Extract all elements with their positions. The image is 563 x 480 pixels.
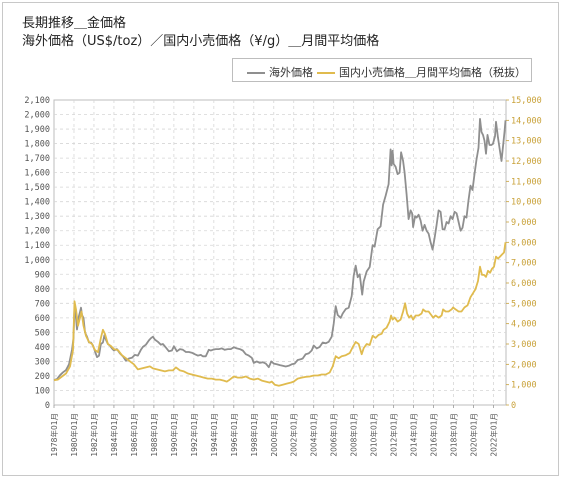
y-right-tick-label: 6,000 — [511, 279, 537, 289]
chart-subtitle: 海外価格（US$/toz）／国内小売価格（¥/g）＿月間平均価格 — [22, 34, 380, 49]
x-tick-label: 1998年01月 — [249, 413, 259, 457]
y-left-tick-label: 1,900 — [24, 125, 50, 135]
y-right-tick-label: 1,000 — [511, 381, 537, 391]
y-left-tick-label: 500 — [35, 328, 50, 338]
y-right-tick-label: 9,000 — [511, 218, 537, 228]
x-tick-label: 2012年01月 — [389, 413, 399, 457]
y-right-tick-label: 13,000 — [511, 137, 542, 147]
y-left-tick-label: 1,400 — [24, 198, 50, 208]
x-tick-label: 1986年01月 — [129, 413, 139, 457]
x-tick-label: 2016年01月 — [429, 413, 439, 457]
y-left-tick-label: 1,500 — [24, 183, 50, 193]
legend: 海外価格 国内小売価格＿月間平均価格（税抜） — [232, 58, 532, 82]
x-tick-label: 2014年01月 — [409, 413, 419, 457]
series-line-domestic — [53, 242, 507, 387]
y-right-tick-label: 10,000 — [511, 198, 542, 208]
x-tick-label: 2002年01月 — [289, 413, 299, 457]
y-right-tick-label: 3,000 — [511, 340, 537, 350]
y-left-tick-label: 1,300 — [24, 212, 50, 222]
x-tick-label: 1988年01月 — [149, 413, 159, 457]
y-right-tick-label: 2,000 — [511, 360, 537, 370]
y-left-tick-label: 1,100 — [24, 241, 50, 251]
y-left-tick-label: 100 — [35, 386, 50, 396]
y-right-tick-label: 4,000 — [511, 320, 537, 330]
x-tick-label: 1990年01月 — [169, 413, 179, 457]
x-tick-label: 2004年01月 — [309, 413, 319, 457]
x-tick-label: 1996年01月 — [229, 413, 239, 457]
y-right-tick-label: 12,000 — [511, 157, 542, 167]
legend-label-domestic: 国内小売価格＿月間平均価格（税抜） — [339, 66, 526, 79]
y-right-tick-label: 15,000 — [511, 96, 542, 106]
y-left-tick-label: 0 — [45, 401, 50, 411]
y-left-tick-label: 1,800 — [24, 140, 50, 150]
y-right-tick-label: 14,000 — [511, 116, 542, 126]
plot-area — [53, 99, 507, 406]
x-tick-label: 2008年01月 — [349, 413, 359, 457]
y-right-tick-label: 0 — [511, 401, 516, 411]
y-left-tick-label: 200 — [35, 372, 50, 382]
y-right-tick-label: 5,000 — [511, 299, 537, 309]
x-tick-label: 2020年01月 — [469, 413, 479, 457]
x-tick-label: 1978年01月 — [49, 413, 59, 457]
x-tick-label: 1994年01月 — [209, 413, 219, 457]
y-left-tick-label: 1,200 — [24, 227, 50, 237]
x-tick-label: 2018年01月 — [449, 413, 459, 457]
y-left-tick-label: 700 — [35, 299, 50, 309]
legend-swatch-domestic — [317, 72, 335, 74]
legend-swatch-overseas — [247, 72, 265, 74]
x-tick-label: 1982年01月 — [89, 413, 99, 457]
legend-label-overseas: 海外価格 — [269, 66, 313, 79]
y-left-tick-label: 400 — [35, 343, 50, 353]
y-left-tick-label: 2,000 — [24, 111, 50, 121]
y-left-tick-label: 600 — [35, 314, 50, 324]
y-left-tick-label: 900 — [35, 270, 50, 280]
y-left-tick-label: 300 — [35, 357, 50, 367]
x-tick-label: 2006年01月 — [329, 413, 339, 457]
y-right-tick-label: 7,000 — [511, 259, 537, 269]
y-left-tick-label: 1,600 — [24, 169, 50, 179]
y-left-tick-label: 1,700 — [24, 154, 50, 164]
x-tick-label: 1984年01月 — [109, 413, 119, 457]
legend-item-overseas: 海外価格 — [247, 64, 313, 80]
x-tick-label: 2010年01月 — [369, 413, 379, 457]
x-tick-label: 1980年01月 — [69, 413, 79, 457]
x-tick-label: 2000年01月 — [269, 413, 279, 457]
y-right-tick-label: 8,000 — [511, 238, 537, 248]
y-left-tick-label: 800 — [35, 285, 50, 295]
y-left-tick-label: 1,000 — [24, 256, 50, 266]
y-left-tick-label: 2,100 — [24, 96, 50, 106]
legend-item-domestic: 国内小売価格＿月間平均価格（税抜） — [317, 64, 526, 80]
x-tick-label: 2022年01月 — [489, 413, 499, 457]
y-right-tick-label: 11,000 — [511, 177, 542, 187]
x-tick-label: 1992年01月 — [189, 413, 199, 457]
chart-title: 長期推移＿金価格 — [22, 16, 127, 31]
